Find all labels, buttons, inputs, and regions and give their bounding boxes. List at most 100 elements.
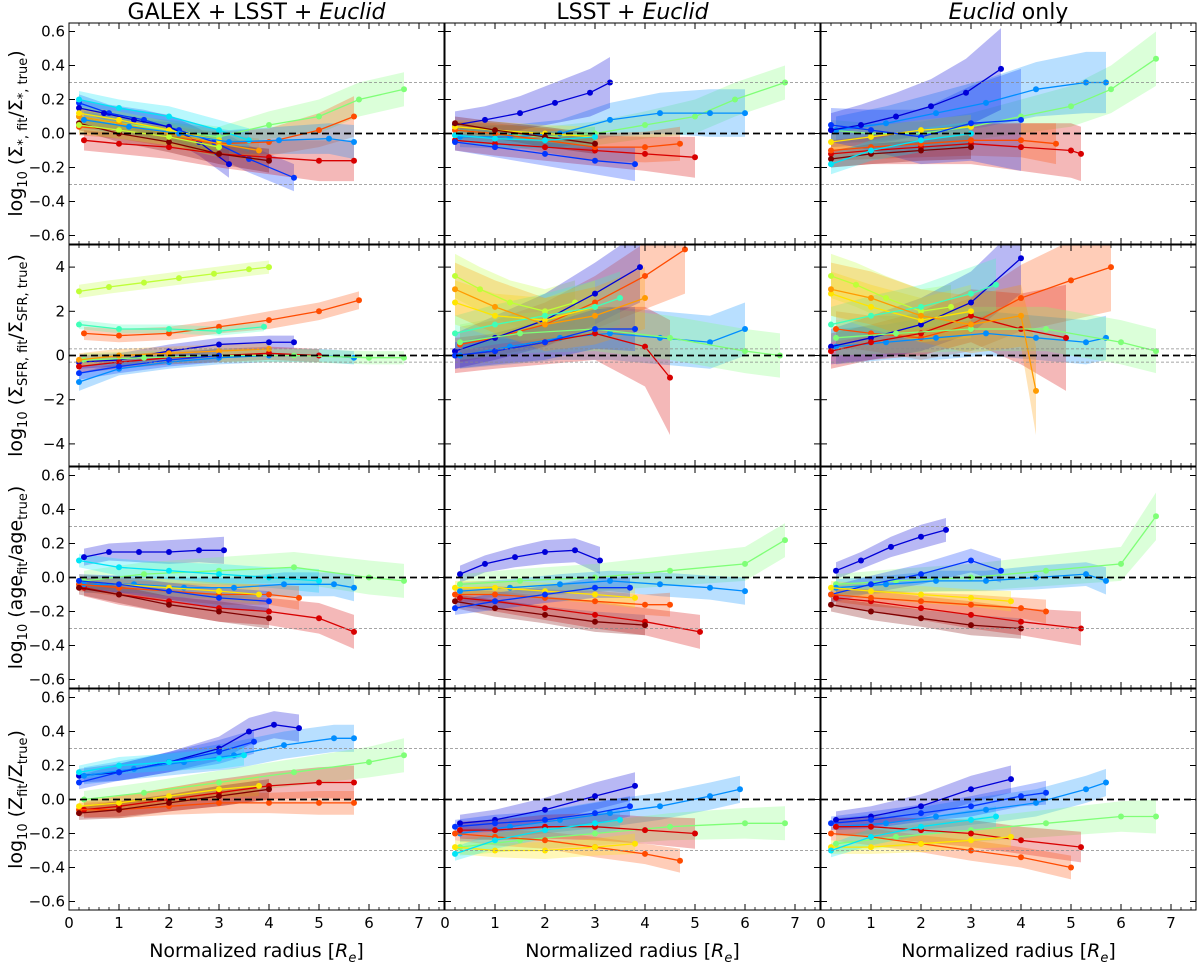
series-point <box>868 594 874 601</box>
series-point <box>677 857 683 864</box>
series-point <box>627 803 633 810</box>
series-point <box>452 605 458 612</box>
y-axis-label-mass: log10 (Σ*, fit/Σ*, true) <box>5 50 31 216</box>
series-point <box>1153 513 1159 520</box>
series-band <box>831 262 1036 436</box>
series-point <box>918 312 924 319</box>
panel-met-euclid: 0 1 2 3 4 5 6 7 <box>816 688 1197 932</box>
y-tick-label: 0.6 <box>41 689 65 707</box>
series-point <box>948 303 954 310</box>
series-point <box>356 297 362 304</box>
series-point <box>241 752 247 759</box>
series-point <box>732 96 738 103</box>
series-point <box>116 762 122 769</box>
series-line <box>83 566 405 582</box>
series-point <box>81 330 87 337</box>
series-point <box>517 330 523 337</box>
series-point <box>642 295 648 302</box>
series-line <box>83 549 224 558</box>
x-axis-label-lsst: Normalized radius [Re] <box>525 940 740 966</box>
series-band <box>455 271 620 352</box>
series-line <box>459 328 781 357</box>
series-point <box>351 799 357 806</box>
series-point <box>918 615 924 622</box>
series-point <box>1078 150 1084 157</box>
series-point <box>316 352 322 359</box>
column-title-euclid: Euclid only <box>949 0 1069 25</box>
x-tick-label: 3 <box>966 914 976 932</box>
y-label-close: ) <box>5 486 27 493</box>
series-line <box>454 122 596 145</box>
series-point <box>707 793 713 800</box>
series-point <box>833 816 839 823</box>
panel-age-euclid <box>820 466 1197 689</box>
series-point <box>918 571 924 578</box>
series-point <box>868 295 874 302</box>
y-label-log: log <box>5 640 27 669</box>
series-point <box>366 759 372 766</box>
y-label-log: log <box>5 840 27 869</box>
series-point <box>1033 799 1039 806</box>
series-band <box>460 306 780 378</box>
series-point <box>492 820 498 827</box>
series-point <box>126 123 132 130</box>
series-point <box>918 321 924 328</box>
y-tick-label: 0.6 <box>41 23 65 41</box>
series-point <box>106 549 112 555</box>
series-point <box>868 334 874 341</box>
y-label-mid: /Z <box>5 764 27 783</box>
series-point <box>457 827 463 834</box>
series-point <box>993 281 999 288</box>
series-point <box>1118 813 1124 820</box>
x-label-italic: R <box>711 940 724 962</box>
x-label-end: ] <box>732 940 739 962</box>
series-point <box>166 330 172 337</box>
y-tick-label: −0.6 <box>29 671 65 689</box>
series-point <box>642 272 648 279</box>
y-axis-label-met: log10 (Zfit/Ztrue) <box>5 730 31 869</box>
series-point <box>918 303 924 310</box>
series-point <box>592 793 598 800</box>
x-axis-label-all: Normalized radius [Re] <box>149 940 364 966</box>
series-point <box>883 120 889 127</box>
series-point <box>76 122 82 128</box>
series-point <box>216 341 222 348</box>
y-tick-label: 0.4 <box>41 723 65 741</box>
series-point <box>1068 864 1074 871</box>
series-point <box>166 133 172 140</box>
series-point <box>742 110 748 117</box>
y-tick-label: 0.0 <box>41 791 65 809</box>
plot-area <box>445 748 820 873</box>
series-point <box>166 144 172 151</box>
series-point <box>266 264 272 271</box>
series-point <box>76 803 82 810</box>
panel-sfr-lsst <box>444 244 821 467</box>
series-point <box>1018 312 1024 319</box>
y-label-open: (Σ <box>5 146 27 171</box>
series-point <box>492 591 498 598</box>
series-point <box>592 591 598 598</box>
series-point <box>968 557 974 564</box>
series-band <box>836 799 1156 853</box>
x-label-sub: e <box>724 951 732 966</box>
series-point <box>76 321 82 328</box>
series-point <box>326 135 332 142</box>
series-point <box>918 137 924 144</box>
plot-area <box>69 260 444 391</box>
panel-mass-euclid <box>820 22 1197 245</box>
y-label-mid: /age <box>5 520 27 562</box>
series-point <box>351 157 357 164</box>
series-line <box>830 68 1002 131</box>
series-line <box>459 549 601 575</box>
series-point <box>1018 137 1024 144</box>
series-point <box>266 608 272 615</box>
y-label-sub-true: SFR, true <box>16 262 31 322</box>
series-point <box>868 816 874 823</box>
x-label-end: ] <box>356 940 363 962</box>
series-point <box>868 588 874 595</box>
x-tick-label: 3 <box>214 914 224 932</box>
series-point <box>667 374 673 381</box>
series-point <box>216 127 222 134</box>
series-point <box>542 816 548 823</box>
series-line <box>454 139 696 158</box>
